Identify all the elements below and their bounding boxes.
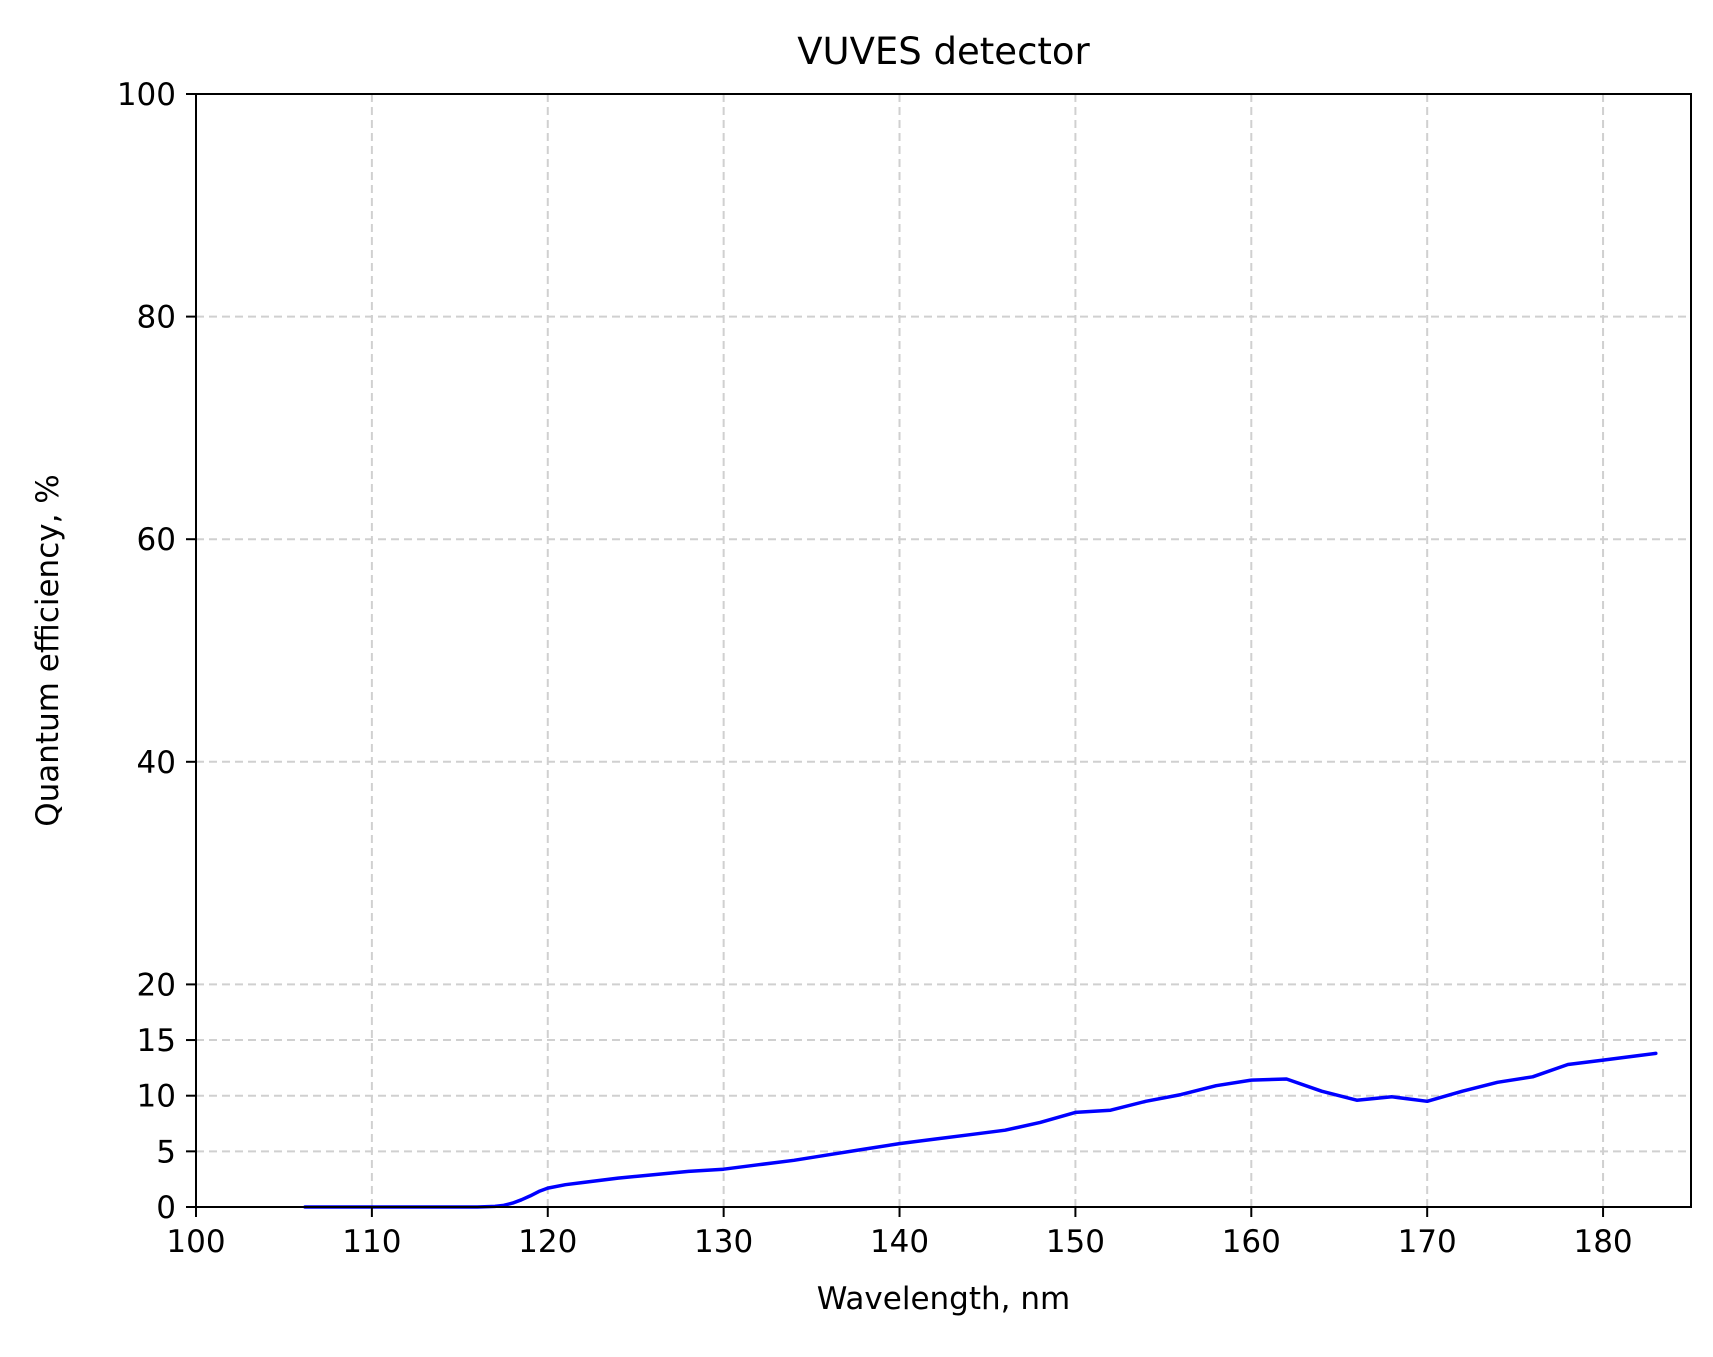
y-tick-label: 15 xyxy=(137,1023,176,1059)
x-tick-label: 130 xyxy=(694,1224,753,1260)
x-tick-label: 120 xyxy=(518,1224,577,1260)
x-tick-label: 100 xyxy=(166,1224,225,1260)
series-line xyxy=(303,1051,1658,1209)
x-tick-label: 180 xyxy=(1573,1224,1632,1260)
y-tick-label: 0 xyxy=(156,1190,176,1226)
y-tick-label: 100 xyxy=(117,77,176,113)
y-tick-label: 80 xyxy=(137,300,176,336)
y-tick-label: 10 xyxy=(137,1079,176,1115)
x-axis-label: Wavelength, nm xyxy=(817,1281,1070,1317)
y-tick-label: 60 xyxy=(137,522,176,558)
y-tick-label: 40 xyxy=(137,745,176,781)
y-axis-label: Quantum efficiency, % xyxy=(30,474,66,827)
y-tick-label: 20 xyxy=(137,967,176,1003)
y-tick-label: 5 xyxy=(156,1134,176,1170)
chart-title: VUVES detector xyxy=(797,30,1090,73)
series-layer xyxy=(303,1051,1658,1209)
x-tick-label: 140 xyxy=(870,1224,929,1260)
plot-frame xyxy=(195,93,1692,1208)
ticks: 100 110 120 130 140 150 160 170 180 0 5 10 15 20 40 60 8… xyxy=(117,77,1633,1260)
x-tick-label: 170 xyxy=(1398,1224,1457,1260)
x-tick-label: 160 xyxy=(1222,1224,1281,1260)
x-tick-label: 110 xyxy=(342,1224,401,1260)
x-tick-label: 150 xyxy=(1046,1224,1105,1260)
